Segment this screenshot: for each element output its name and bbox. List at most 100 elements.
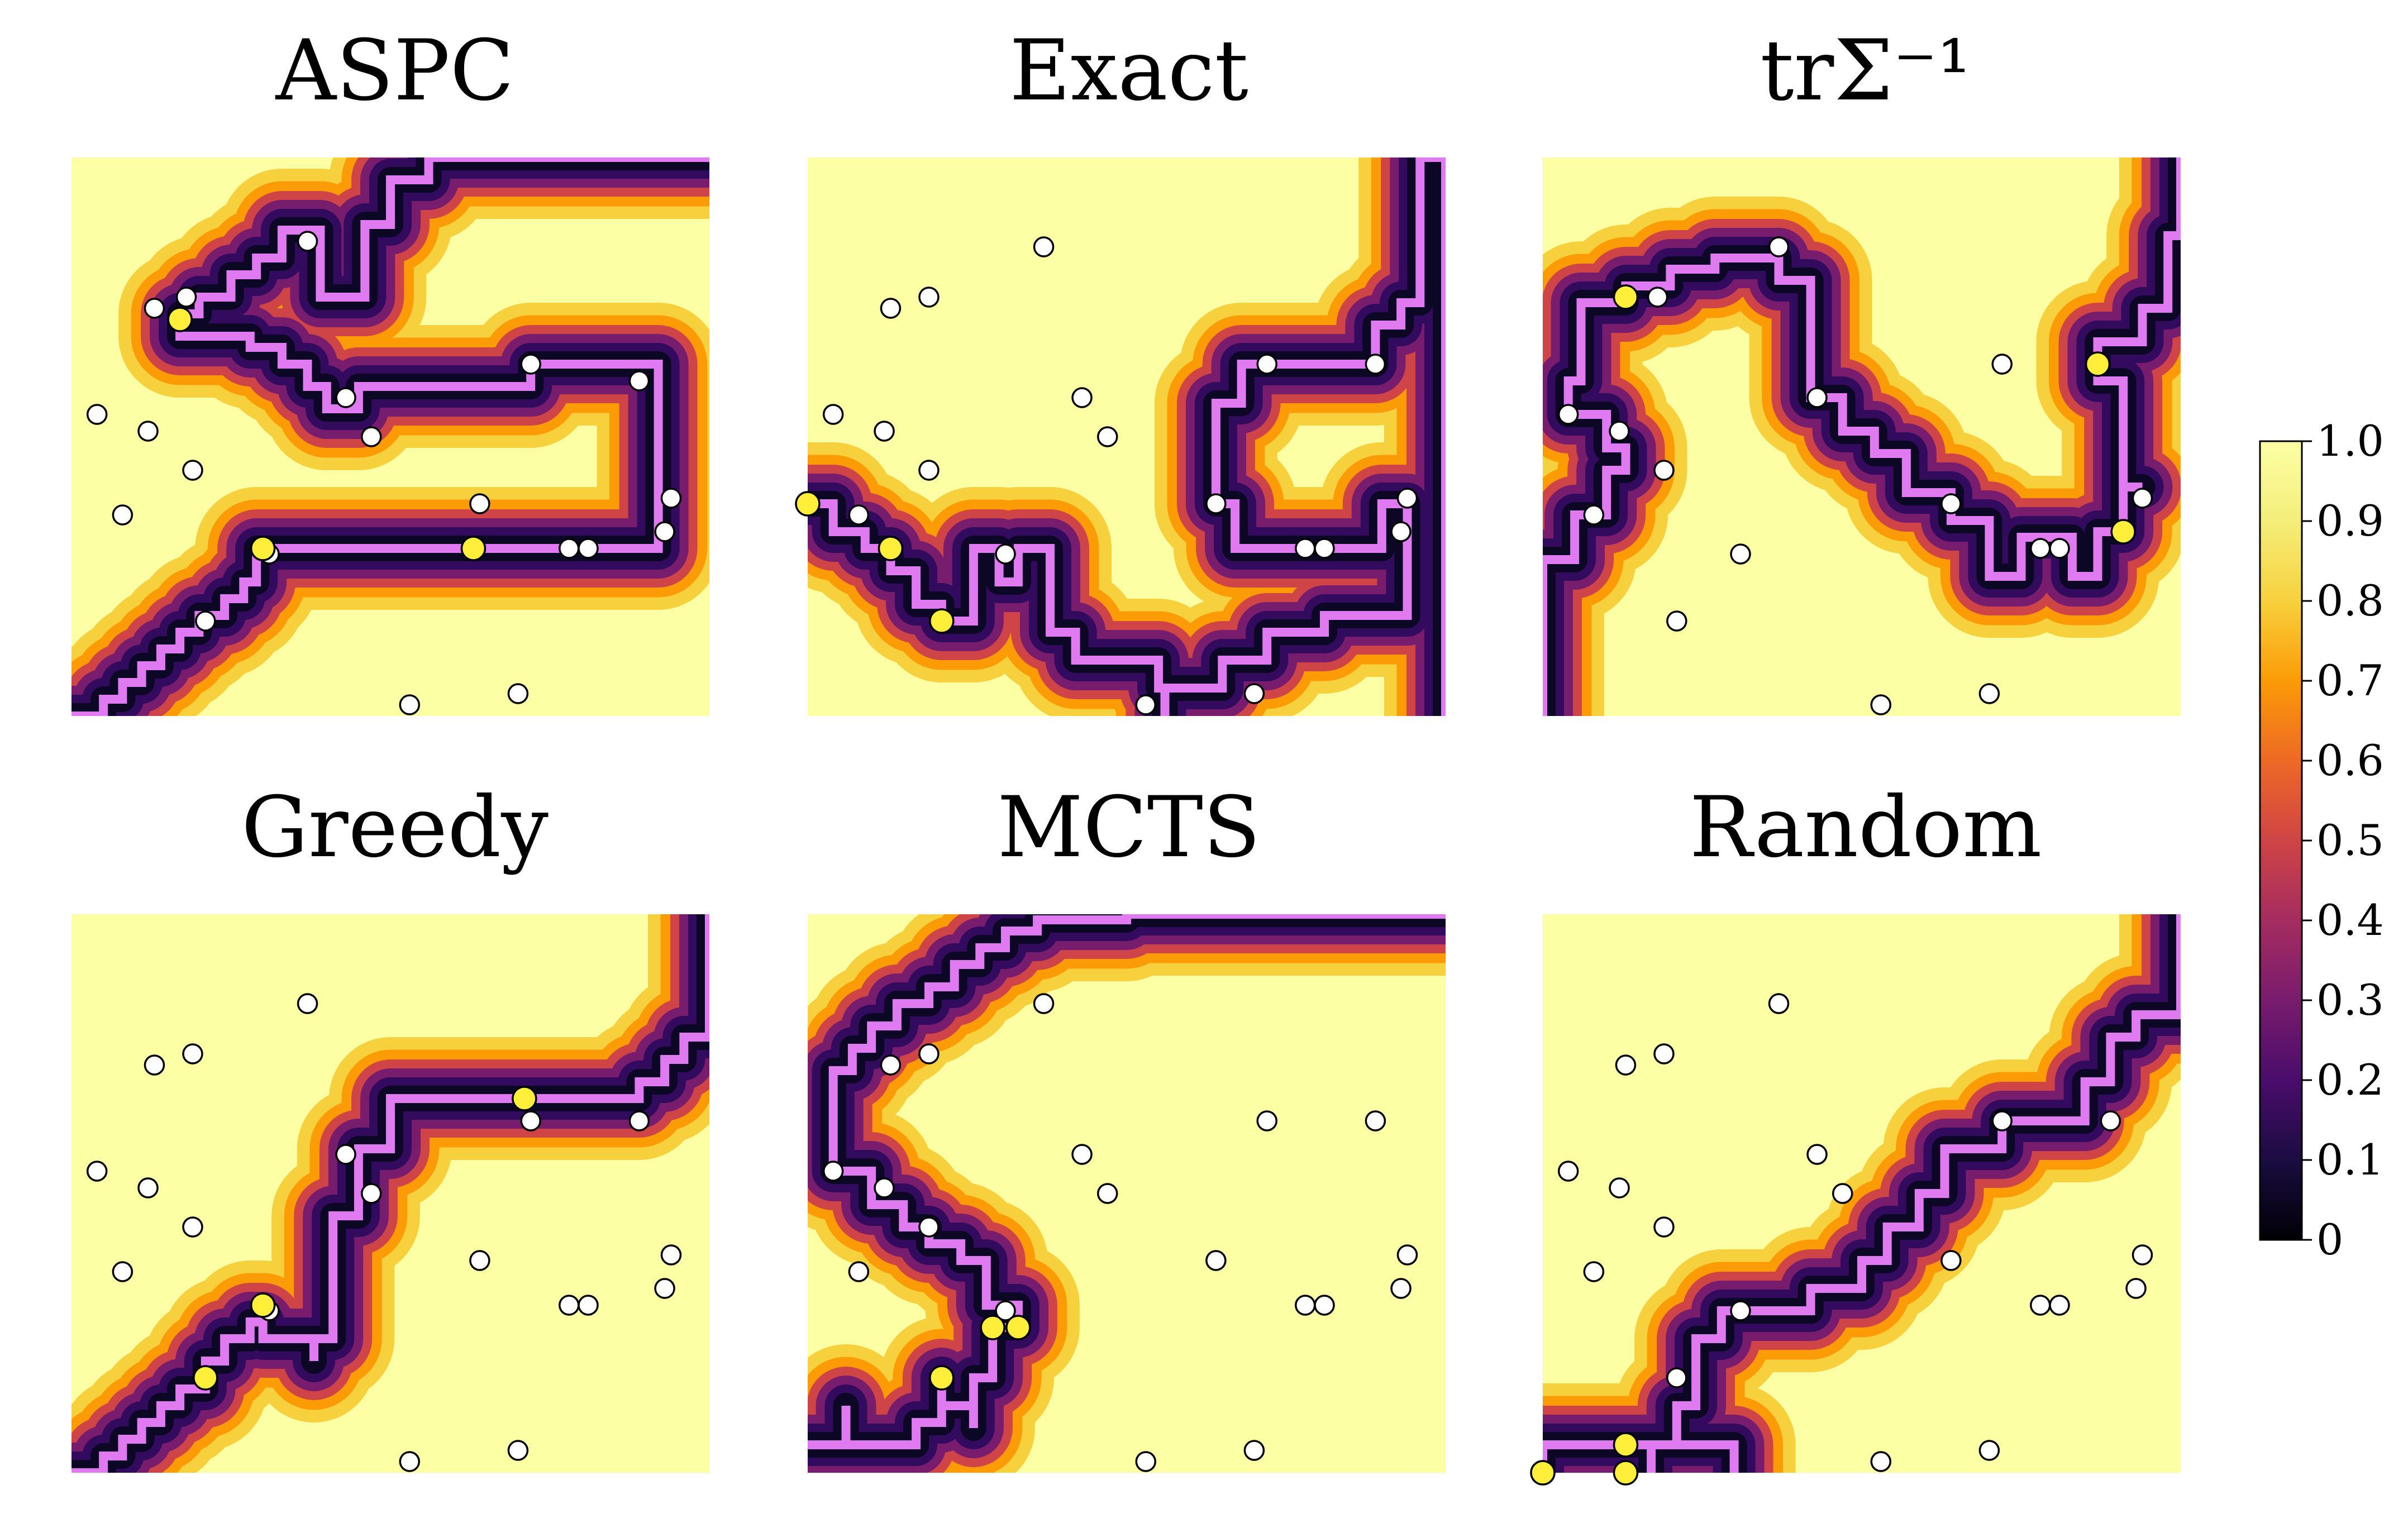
colorbar-ticks: 0 0.1 0.2 0.3 0.4 0.5 0.6 0.7 0.8 0.9 1.0 [2302,416,2384,1264]
panel-title-tr-sigma-inv: trΣ⁻¹ [1760,22,1971,120]
observation-point [335,1144,356,1165]
colorbar-tick-label: 0.4 [2316,895,2384,945]
observation-point [874,1177,895,1199]
panel-tr-sigma-inv: trΣ⁻¹ [1543,22,2181,716]
observation-point [822,404,844,425]
panel-aspc: ASPC [71,22,709,716]
panel-title-random: Random [1690,779,2042,876]
observation-point [1806,1144,1828,1165]
observation-point [175,287,197,308]
observation-point [918,287,940,308]
observation-point [297,993,318,1014]
observation-point [360,1183,382,1204]
observation-point [660,488,682,509]
observation-point [1295,538,1316,559]
observation-point [1666,1367,1687,1388]
observation-point [1071,387,1093,408]
colorbar-tick-label: 0.5 [2316,815,2384,865]
observation-point [1609,1177,1630,1199]
boundary-line [808,157,1446,716]
observation-point [1940,1250,1962,1271]
panel-mcts: MCTS [808,779,1446,1473]
observation-point [1135,694,1157,715]
observation-point [1768,236,1790,257]
boundary-path [71,914,709,1473]
observation-point [1615,1054,1637,1076]
observation-point [1396,1244,1418,1266]
observation-point [1583,504,1605,526]
heatmap-greedy [71,914,709,1473]
observation-point [1583,1261,1605,1282]
observation-point [112,504,133,526]
observation-point [880,1054,902,1076]
observation-point [2132,488,2153,509]
panel-title-mcts: MCTS [997,779,1260,876]
selected-point [167,307,193,332]
observation-point [1135,1451,1157,1472]
colorbar-gradient [2260,441,2302,1240]
observation-point [2049,538,2070,559]
observation-point [335,387,356,408]
boundary-line [71,914,709,1473]
boundary-path [808,914,1446,1449]
observation-point [1243,1440,1265,1461]
boundary-path [71,157,709,716]
selected-point [460,536,487,561]
observation-point [918,460,940,481]
heatmap-tr-sigma-inv [1543,157,2181,716]
observation-point [1096,426,1118,447]
heatmap-exact [795,157,1446,716]
selected-point [2110,519,2136,545]
colorbar-tick-label: 0 [2316,1215,2343,1264]
observation-point [918,1216,940,1238]
colorbar-tick-label: 0.1 [2316,1135,2384,1185]
selected-point [193,1365,218,1391]
observation-point [654,1278,675,1299]
boundary-path [1543,157,2181,716]
observation-point [880,298,902,319]
selected-point [1530,1460,1556,1486]
observation-point [1978,1440,2000,1461]
observation-point [469,1250,490,1271]
observation-point [874,421,895,442]
observation-point [1205,493,1227,514]
observation-point [137,421,159,442]
observation-point [1071,1144,1093,1165]
observation-point [1396,488,1418,509]
observation-point [995,1300,1016,1321]
observation-point [86,404,108,425]
observation-point [469,493,490,514]
selected-point [512,1086,537,1111]
observation-point [578,1295,599,1316]
observation-point [1033,236,1055,257]
observation-point [848,1261,870,1282]
observation-point [1730,543,1751,565]
observation-point [1365,1110,1386,1131]
observation-point [112,1261,133,1282]
observation-point [182,1043,203,1064]
observation-point [86,1161,108,1182]
observation-point [1768,993,1790,1014]
observation-point [1832,1183,1853,1204]
colorbar-tick-label: 0.7 [2316,656,2384,705]
observation-point [1314,1295,1335,1316]
selected-point [929,1365,955,1391]
observation-point [1806,387,1828,408]
observation-point [1557,1161,1579,1182]
panel-exact: Exact [795,22,1446,716]
colorbar-tick-label: 0.9 [2316,496,2384,546]
panel-greedy: Greedy [71,779,709,1473]
observation-point [507,1440,529,1461]
colorbar-tick-label: 0.8 [2316,576,2384,626]
observation-point [578,538,599,559]
observation-point [1940,493,1962,514]
selected-point [1613,1460,1639,1486]
observation-point [1096,1183,1118,1204]
selected-point [250,1292,276,1318]
colorbar-tick-label: 0.6 [2316,736,2384,785]
observation-point [297,231,318,252]
observation-point [1609,421,1630,442]
panel-title-aspc: ASPC [275,22,514,120]
observation-point [1870,1451,1892,1472]
